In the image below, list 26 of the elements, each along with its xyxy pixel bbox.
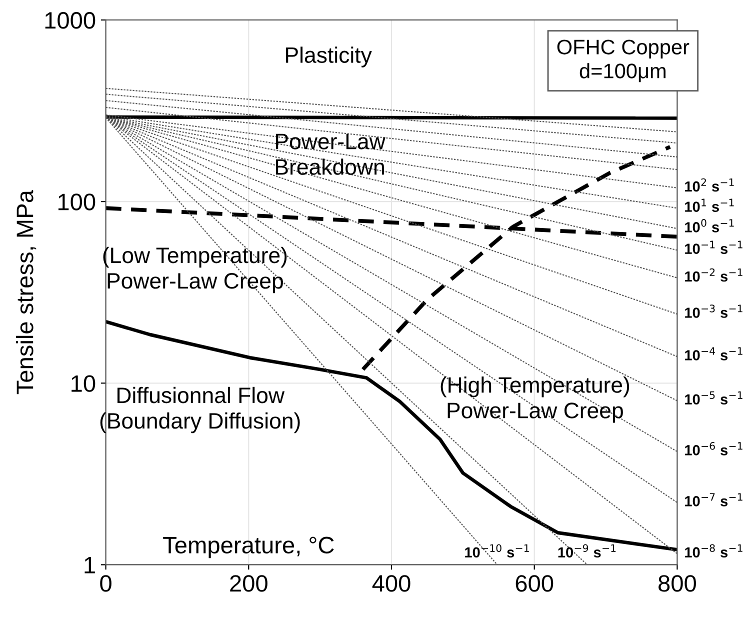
series-label: 10$^{−5}$ s$^{−1}$ xyxy=(685,391,742,405)
series-label: 10$^{−1}$ s$^{−1}$ xyxy=(685,240,742,254)
y-tick-label: 1 xyxy=(84,557,95,574)
y-axis-title: Tensile stress, MPa xyxy=(16,190,36,394)
x-tick-label: 800 xyxy=(658,575,696,592)
series-label: 10$^{−6}$ s$^{−1}$ xyxy=(685,442,742,456)
series-label: 10$^{2}$ s$^{−1}$ xyxy=(685,178,734,192)
y-tick-label: 10 xyxy=(72,375,96,392)
series-label: 10$^{−2}$ s$^{−1}$ xyxy=(685,268,742,282)
series-label: 10$^{1}$ s$^{−1}$ xyxy=(685,198,734,212)
x-tick-label: 400 xyxy=(372,575,410,592)
series-label: 10$^{−7}$ s$^{−1}$ xyxy=(685,493,742,506)
x-tick-label: 200 xyxy=(230,575,268,592)
series-label: 10$^{−3}$ s$^{−1}$ xyxy=(685,304,742,318)
annotation: OFHC Copper d=100μm xyxy=(557,40,690,82)
series-label: 10$^{−4}$ s$^{−1}$ xyxy=(685,347,742,360)
y-tick-label: 100 xyxy=(58,194,96,210)
annotation: Plasticity xyxy=(286,46,372,68)
y-tick-label: 1000 xyxy=(45,12,96,29)
x-axis-title: Temperature, °C xyxy=(163,536,334,558)
x-tick-label: 0 xyxy=(100,575,112,592)
series-label: 10$^{−8}$ s$^{−1}$ xyxy=(685,544,742,558)
series-label: 10$^{0}$ s$^{−1}$ xyxy=(685,219,734,232)
series-label: 10$^{−9}$ s$^{−1}$ xyxy=(558,544,616,558)
series-label: 10$^{−10}$ s$^{−1}$ xyxy=(465,544,529,558)
x-tick-label: 600 xyxy=(516,575,554,592)
